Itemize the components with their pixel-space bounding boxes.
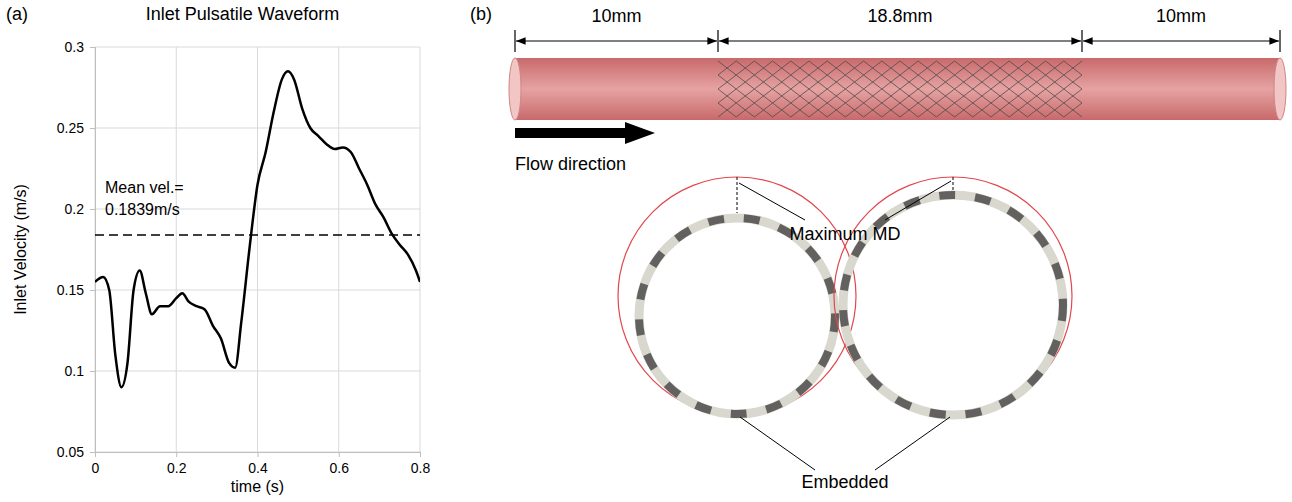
tick-mark: [258, 452, 259, 457]
dimension-label: 10mm: [1156, 6, 1206, 26]
dimension-tick: [1279, 30, 1280, 52]
tick: 0.05: [57, 444, 95, 460]
tick-mark: [90, 209, 95, 210]
dimension-label: 18.8mm: [867, 6, 932, 26]
dimension-line: [1083, 40, 1279, 41]
dimensions: 10mm 18.8mm 10mm: [515, 6, 1280, 52]
dimension-label: 10mm: [591, 6, 641, 26]
annotations: Mean vel.= 0.1839m/s: [105, 179, 184, 218]
tick-mark: [90, 452, 95, 453]
tick-label: 0: [92, 460, 100, 476]
stent-strut: [718, 103, 1082, 117]
vessel-wall: [834, 177, 1072, 415]
tick: 0.6: [330, 452, 350, 476]
tick-mark: [90, 290, 95, 291]
dimension-tick: [1081, 30, 1082, 52]
tick-mark: [90, 371, 95, 372]
grid-line: [176, 47, 177, 452]
x-axis: 0 0.2 0.4 0.6 0.8: [92, 452, 431, 476]
panel-label: (a): [6, 4, 28, 24]
vessel-wall: [618, 177, 856, 415]
panel-b: (b) 10mm 18.8mm 10mm Flow direction Maximum M…: [470, 4, 1286, 492]
tick-label: 0.3: [65, 39, 85, 55]
chart-title: Inlet Pulsatile Waveform: [146, 4, 339, 24]
callouts: Maximum MD Embedded: [739, 181, 951, 492]
x-axis-title: time (s): [231, 478, 284, 495]
stent-ring-strut: [639, 218, 835, 414]
tick-label: 0.15: [57, 282, 84, 298]
dimension-line: [516, 40, 717, 41]
callout-label: Maximum MD: [790, 224, 901, 244]
md-marker: [953, 177, 954, 190]
dimension-line: [719, 40, 1081, 41]
tick: 0.15: [57, 282, 95, 298]
tick-label: 0.25: [57, 120, 84, 136]
tick: 0.2: [167, 452, 187, 476]
grid: [95, 47, 420, 452]
stent-ring: [639, 218, 835, 414]
tick-mark: [420, 452, 421, 457]
tick: 0.2: [65, 201, 95, 217]
y-axis: 0.05 0.1 0.15 0.2 0.25 0.3: [57, 39, 96, 460]
cross-sections: [618, 177, 1072, 415]
figure: (a) Inlet Pulsatile Waveform 0 0.2 0.4 0.6 0.8…: [0, 0, 1292, 502]
grid-line: [257, 47, 258, 452]
data-line: [95, 71, 420, 387]
tick: 0.4: [248, 452, 268, 476]
tick: 0.3: [65, 39, 95, 55]
annotation: Mean vel.=: [105, 179, 184, 196]
callout-label: Embedded: [801, 472, 888, 492]
tick: 0.1: [65, 363, 95, 379]
leader-line: [885, 181, 951, 220]
tick-label: 0.1: [65, 363, 85, 379]
tick-label: 0.4: [248, 460, 268, 476]
leader-line: [875, 417, 950, 470]
vessel-end: [1274, 58, 1286, 120]
axis-line: [90, 48, 96, 453]
axis-line: [96, 453, 421, 458]
tick-label: 0.2: [167, 460, 187, 476]
plot-area: [95, 71, 420, 387]
stent-strut: [718, 61, 1082, 75]
stent: [718, 61, 1082, 117]
tick-mark: [90, 47, 95, 48]
tick-mark: [90, 128, 95, 129]
vessel-end: [509, 58, 521, 120]
flow-arrow: [515, 122, 655, 144]
tick-mark: [339, 452, 340, 457]
dimension-tick: [717, 30, 718, 52]
tick: 0.8: [411, 452, 431, 476]
y-axis-title: Inlet Velocity (m/s): [12, 184, 29, 315]
stent-strut: [718, 103, 1082, 117]
stent-strut: [718, 75, 1082, 89]
leader-line: [740, 417, 815, 470]
mean-line: [95, 234, 420, 236]
stent-strut: [718, 89, 1082, 103]
annotation: 0.1839m/s: [105, 201, 180, 218]
tick: 0: [92, 452, 100, 476]
md-marker: [737, 177, 738, 213]
tick-label: 0.05: [57, 444, 84, 460]
dimension-tick: [514, 30, 515, 52]
tick-label: 0.8: [411, 460, 431, 476]
tick-label: 0.6: [330, 460, 350, 476]
tick: 0.25: [57, 120, 95, 136]
tick-label: 0.2: [65, 201, 85, 217]
tick-mark: [176, 452, 177, 457]
stent-strut: [718, 75, 1082, 89]
stent-strut: [718, 89, 1082, 103]
panel-a: (a) Inlet Pulsatile Waveform 0 0.2 0.4 0.6 0.8…: [6, 4, 430, 495]
leader-line: [739, 183, 805, 220]
panel-label: (b): [470, 4, 492, 24]
grid-line: [420, 47, 421, 452]
stent-strut: [718, 61, 1082, 75]
grid-line: [338, 47, 339, 452]
flow-label: Flow direction: [515, 154, 626, 174]
vessel: [515, 58, 1280, 120]
